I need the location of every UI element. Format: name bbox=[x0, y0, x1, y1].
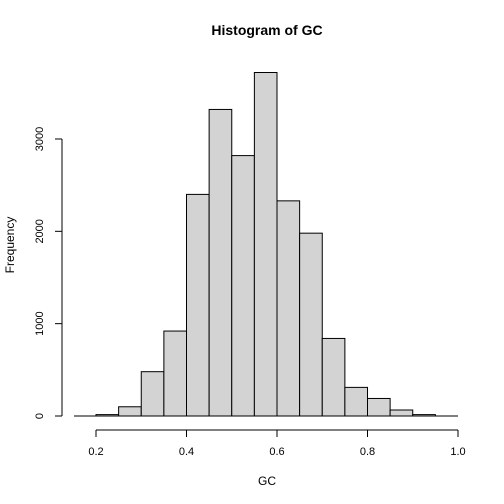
histogram-bar-13 bbox=[367, 397, 391, 417]
histogram-bar-3 bbox=[140, 371, 165, 417]
histogram-bar-6 bbox=[208, 108, 233, 417]
histogram-bar-8 bbox=[253, 72, 278, 417]
x-tick-label: 0.4 bbox=[179, 446, 194, 458]
x-tick-label: 0.6 bbox=[269, 446, 284, 458]
x-tick-label: 0.2 bbox=[88, 446, 103, 458]
histogram-bar-2 bbox=[118, 406, 142, 417]
histogram-bar-4 bbox=[163, 330, 188, 417]
y-tick-label: 0 bbox=[34, 413, 46, 419]
histogram-bar-11 bbox=[321, 337, 346, 417]
histogram-bar-14 bbox=[389, 409, 414, 417]
histogram-bar-12 bbox=[344, 386, 369, 417]
y-axis: 0 1000 2000 3000 bbox=[34, 127, 63, 419]
y-tick-label: 1000 bbox=[34, 311, 46, 335]
x-axis-label: GC bbox=[258, 474, 276, 488]
chart-title: Histogram of GC bbox=[211, 22, 322, 38]
x-tick-label: 1.0 bbox=[450, 446, 465, 458]
histogram-bar-9 bbox=[276, 200, 301, 417]
histogram-bar-5 bbox=[186, 193, 210, 417]
histogram-bar-10 bbox=[299, 232, 323, 417]
y-tick-label: 3000 bbox=[34, 127, 46, 151]
bars-group bbox=[74, 72, 458, 417]
histogram-bar-7 bbox=[231, 155, 255, 417]
y-axis-label: Frequency bbox=[3, 217, 17, 274]
y-tick-label: 2000 bbox=[34, 219, 46, 243]
x-tick-label: 0.8 bbox=[360, 446, 375, 458]
x-axis: 0.2 0.4 0.6 0.8 1.0 bbox=[88, 429, 466, 458]
